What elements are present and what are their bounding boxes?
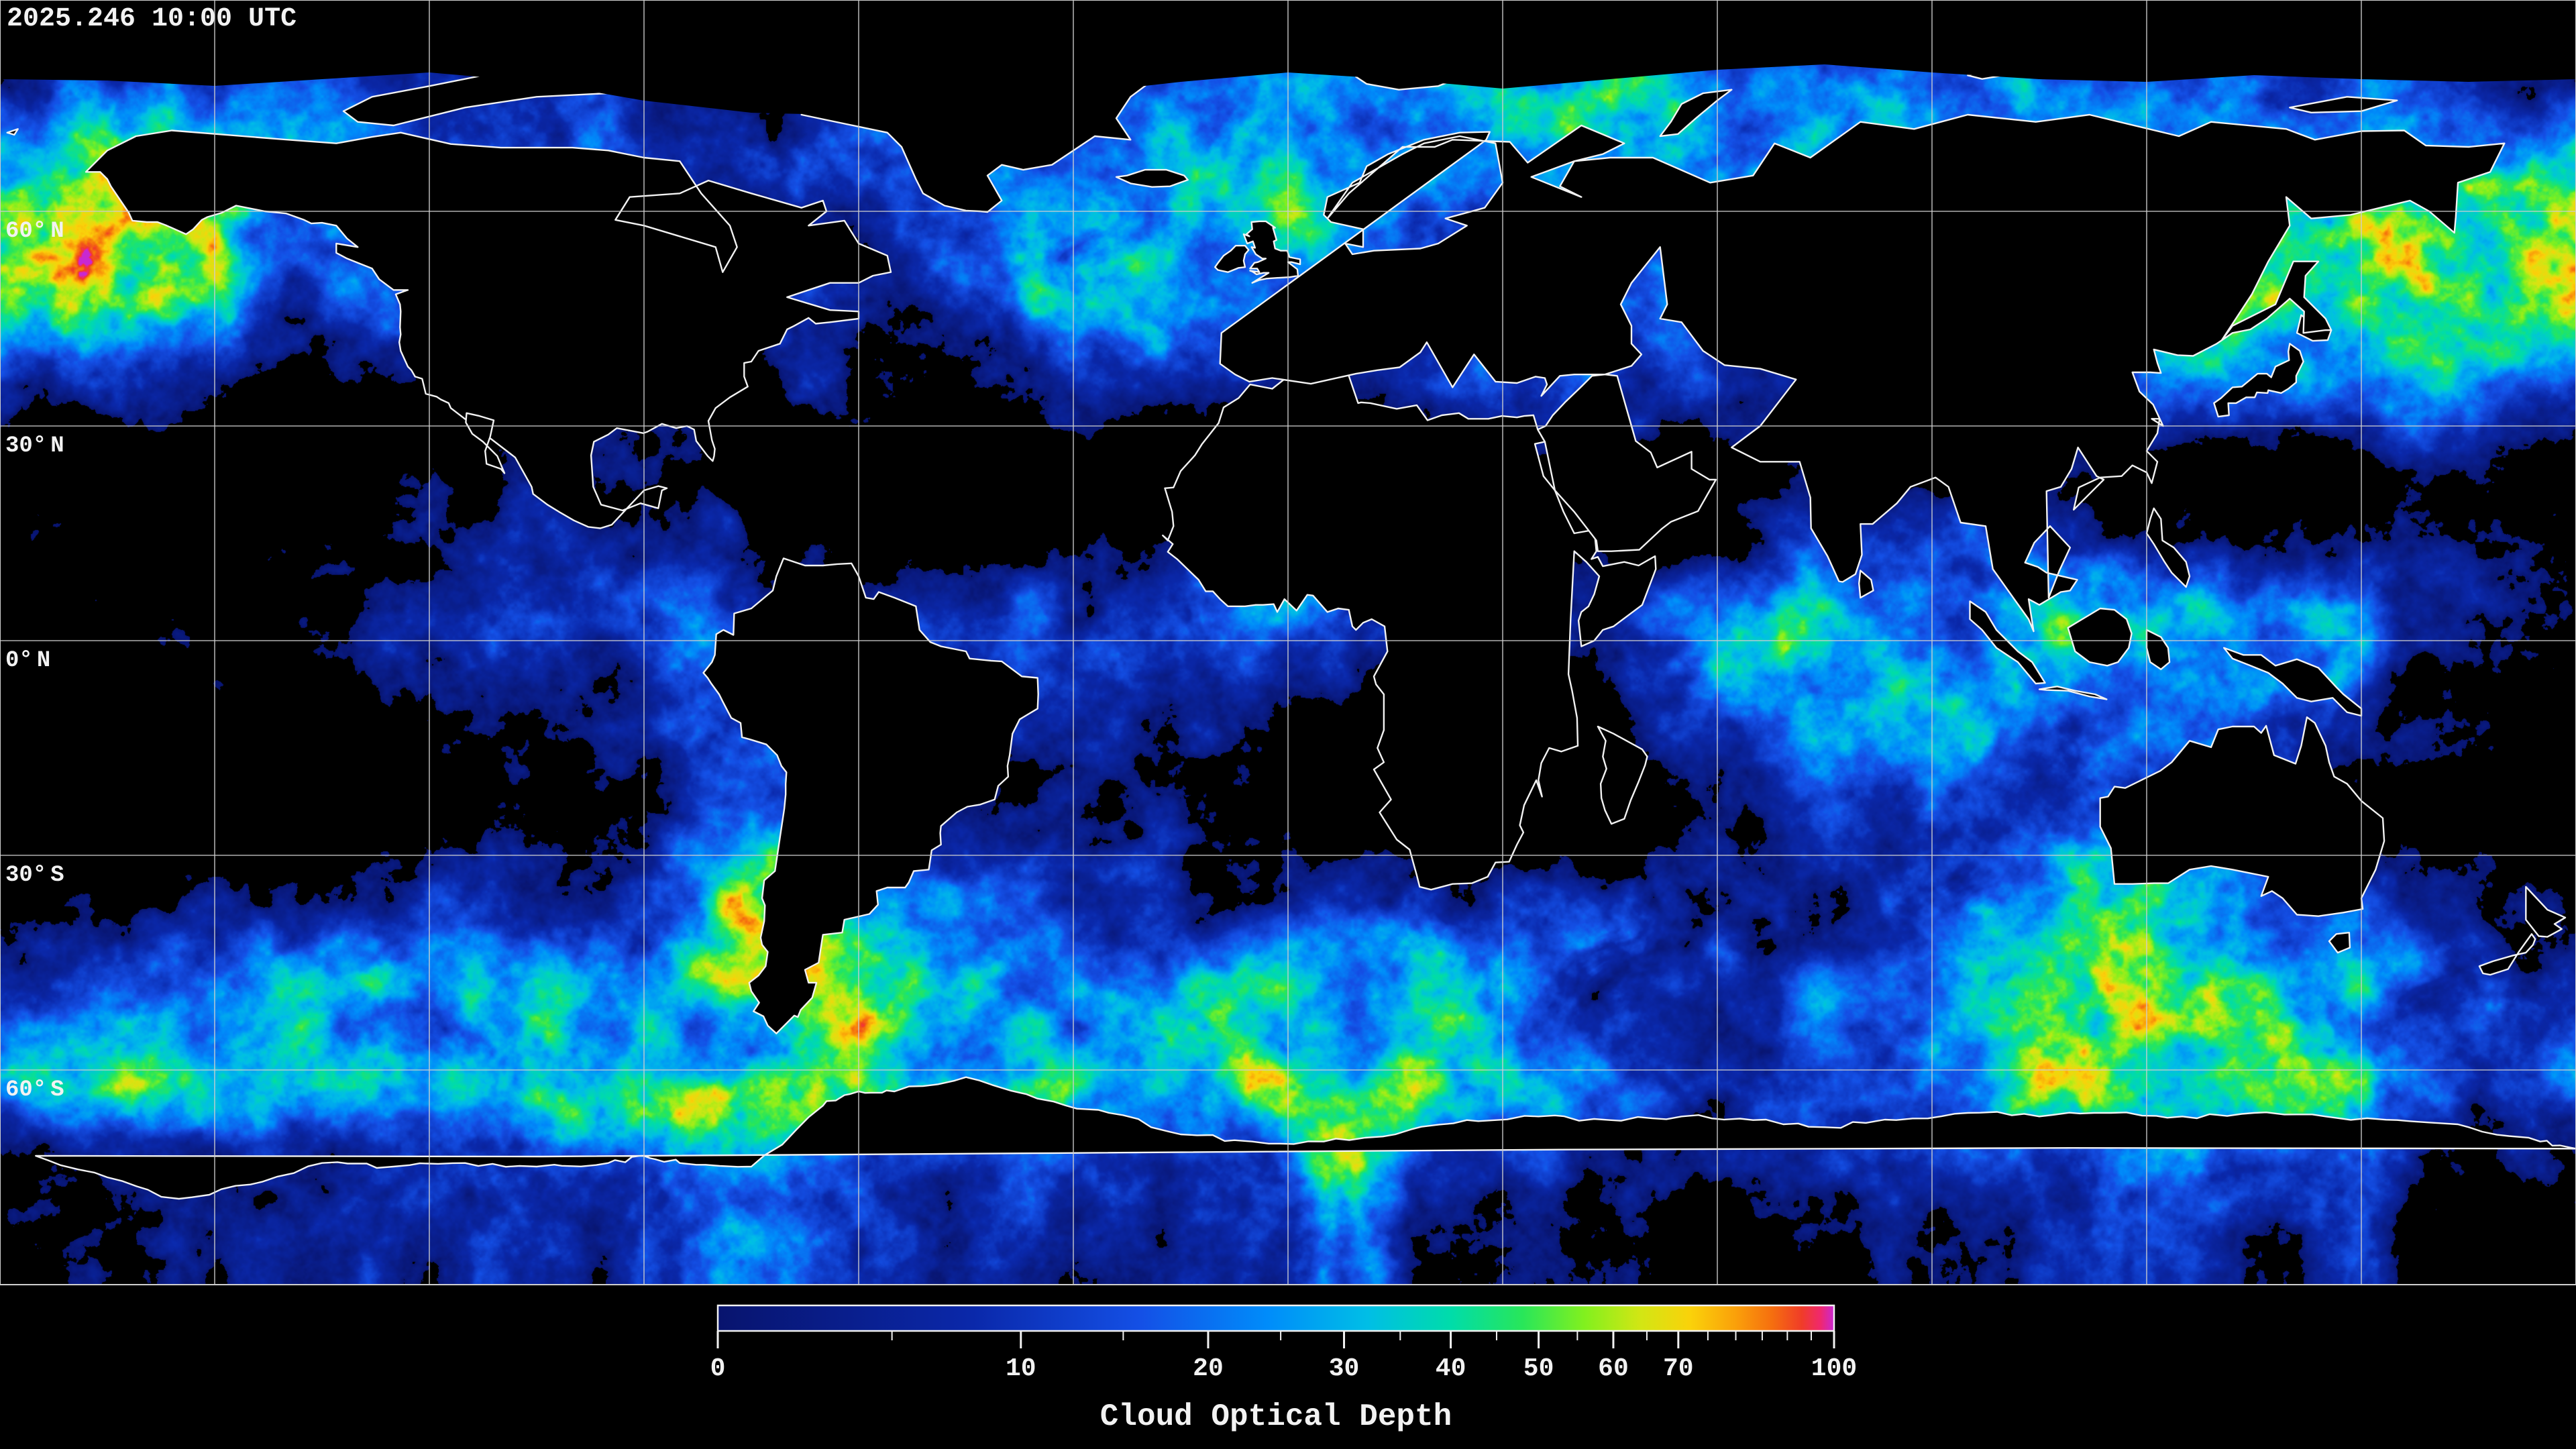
svg-text:20: 20	[1193, 1354, 1224, 1383]
svg-text:60°S: 60° S	[5, 1077, 64, 1103]
svg-text:Cloud Optical Depth: Cloud Optical Depth	[1100, 1399, 1452, 1434]
svg-text:50: 50	[1523, 1354, 1554, 1383]
svg-text:0°N: 0° N	[5, 648, 50, 674]
svg-text:100: 100	[1811, 1354, 1857, 1383]
svg-text:60°N: 60° N	[5, 219, 64, 244]
svg-text:40: 40	[1436, 1354, 1466, 1383]
svg-text:30°S: 30° S	[5, 863, 64, 888]
svg-text:10: 10	[1006, 1354, 1036, 1383]
svg-text:30: 30	[1329, 1354, 1360, 1383]
svg-text:30°N: 30° N	[5, 433, 64, 459]
svg-text:60: 60	[1598, 1354, 1629, 1383]
svg-text:0: 0	[710, 1354, 726, 1383]
svg-text:70: 70	[1663, 1354, 1694, 1383]
